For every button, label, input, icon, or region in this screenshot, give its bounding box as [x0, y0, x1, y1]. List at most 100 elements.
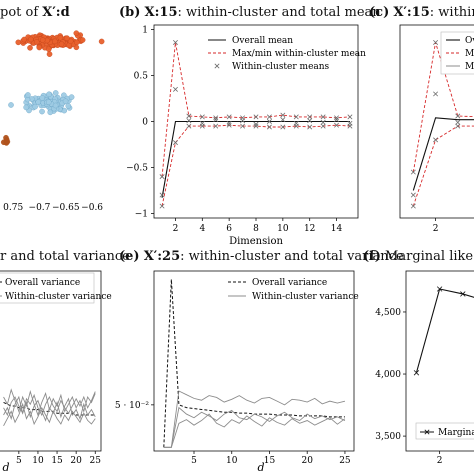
- scatter-point-orange: [73, 30, 80, 36]
- within-cluster-mean-marker: [226, 120, 232, 126]
- panel-b-x-tick-label: 4: [199, 224, 205, 234]
- within-cluster-mean-marker: [172, 39, 178, 45]
- legend-e-within-label: Within-cluster variance: [252, 292, 359, 302]
- overall-variance-line: [3, 401, 96, 416]
- within-cluster-variance-line: [163, 390, 346, 448]
- overall-mean-line: [161, 120, 350, 198]
- within-cluster-mean-marker-stroke-b: [280, 124, 286, 130]
- panel-c-chart: 2 Ove Max Mea: [399, 24, 474, 234]
- panel-e-x-tick-label: 20: [301, 456, 313, 466]
- within-cluster-mean-marker: [240, 118, 246, 124]
- panel-b-x-tick-label: 12: [304, 224, 315, 234]
- within-cluster-mean-marker-stroke-b: [240, 118, 246, 124]
- within-cluster-mean-marker: [199, 123, 205, 129]
- within-cluster-mean-marker-stroke-b: [307, 114, 313, 120]
- within-cluster-mean-marker-stroke-b: [266, 124, 272, 130]
- legend-within-cluster-marker-stroke-b: [214, 63, 220, 69]
- within-cluster-mean-marker: [199, 114, 205, 120]
- panel-d-x-tick-label: 5: [16, 456, 22, 466]
- panel-d-title: r and total variance: [0, 250, 130, 263]
- panel-d-chart: 5 10 15 20 25 Overall variance Within-cluster…: [0, 270, 112, 474]
- within-cluster-mean-marker-stroke-b: [410, 169, 416, 175]
- scatter-point-orange: [21, 36, 27, 43]
- panel-e-title-math: X′:25: [143, 249, 181, 264]
- within-cluster-mean-marker: [226, 122, 232, 128]
- panel-d-frame: [0, 270, 102, 452]
- within-cluster-mean-marker: [347, 123, 353, 129]
- within-cluster-mean-marker: [307, 124, 313, 130]
- within-cluster-mean-marker-stroke-b: [226, 120, 232, 126]
- within-cluster-mean-marker-stroke-b: [199, 123, 205, 129]
- within-cluster-mean-marker: [410, 203, 416, 209]
- within-cluster-mean-marker-stroke-b: [334, 115, 340, 121]
- panel-a-scatter: 0.75 −0.7 −0.65 −0.6: [0, 30, 105, 213]
- scatter-point-blue: [39, 108, 45, 115]
- within-cluster-mean-marker: [172, 86, 178, 92]
- within-cluster-mean-marker-stroke-b: [266, 114, 272, 120]
- scatter-point-orange: [64, 35, 70, 41]
- panel-d-x-tick-label: 10: [32, 456, 44, 466]
- panel-b-title: (b) X:15: within-cluster and total mean: [119, 6, 381, 19]
- scatter-point-blue: [65, 103, 72, 109]
- scatter-point-orange: [79, 37, 86, 43]
- panel-e-title-text: : within-cluster and total variance: [180, 249, 404, 264]
- panel-a-x-tick-label: −0.7: [29, 203, 51, 213]
- panel-b-x-tick-label: 6: [226, 224, 232, 234]
- within-cluster-mean-marker-stroke-b: [199, 114, 205, 120]
- scatter-point-blue: [47, 109, 54, 116]
- legend-f-marker-stroke-b: [424, 429, 430, 435]
- scatter-point-orange: [98, 38, 105, 45]
- legend-c-means-label: Mea: [465, 62, 474, 72]
- panel-b-x-tick-label: 2: [173, 224, 179, 234]
- within-cluster-mean-marker: [213, 117, 219, 123]
- panel-d-title-text: r and total variance: [0, 249, 130, 264]
- within-cluster-mean-marker-stroke-b: [307, 124, 313, 130]
- within-cluster-mean-marker-stroke-b: [226, 114, 232, 120]
- within-cluster-extreme-line: [412, 42, 474, 173]
- scatter-point-blue: [25, 92, 31, 98]
- scatter-point-blue: [52, 90, 59, 96]
- marginal-likelihood-line: [415, 288, 474, 373]
- within-cluster-mean-marker: [280, 124, 286, 130]
- within-cluster-mean-marker-stroke-b: [280, 112, 286, 118]
- within-cluster-mean-marker-stroke-b: [433, 91, 439, 97]
- legend-e-overall-label: Overall variance: [252, 278, 327, 288]
- panel-c-title: (c) X′:15: within-c: [369, 6, 474, 19]
- scatter-point-orange: [67, 38, 74, 45]
- within-cluster-mean-marker: [159, 203, 165, 209]
- panel-d-x-tick-label: 20: [70, 456, 82, 466]
- within-cluster-mean-marker: [455, 123, 461, 129]
- within-cluster-mean-marker: [320, 119, 326, 125]
- within-cluster-mean-marker-stroke-b: [455, 123, 461, 129]
- panel-b-x-tick-label: 14: [331, 224, 343, 234]
- within-cluster-variance-line: [3, 395, 96, 422]
- within-cluster-mean-marker: [410, 169, 416, 175]
- within-cluster-mean-marker: [159, 174, 165, 180]
- legend-within-cluster-label: Within-cluster means: [232, 62, 330, 72]
- within-cluster-mean-marker: [266, 114, 272, 120]
- panel-c-frame: [399, 24, 474, 219]
- overall-variance-line: [163, 279, 345, 448]
- panel-f-title-text: Marginal like: [385, 249, 474, 264]
- within-cluster-mean-marker-stroke-b: [455, 113, 461, 119]
- within-cluster-mean-marker-stroke-b: [293, 114, 299, 120]
- within-cluster-mean-marker: [307, 114, 313, 120]
- scatter-point-orange: [33, 39, 40, 45]
- legend-overall-mean-label: Overall mean: [232, 36, 293, 46]
- panel-f-y-tick-label: 4,000: [375, 370, 401, 380]
- within-cluster-mean-marker-stroke-b: [186, 113, 192, 119]
- within-cluster-mean-marker-stroke-b: [433, 39, 439, 45]
- within-cluster-mean-marker: [293, 114, 299, 120]
- scatter-point-orange: [58, 41, 65, 47]
- panel-e-x-tick-label: 10: [226, 456, 238, 466]
- panel-d-xlabel: d: [2, 461, 9, 474]
- legend-d-within-label: Within-cluster variance: [5, 292, 112, 302]
- marginal-likelihood-marker-stroke-b: [460, 291, 466, 297]
- marginal-likelihood-marker: [436, 286, 443, 292]
- panel-e-x-tick-label: 25: [339, 456, 351, 466]
- scatter-point-orange: [74, 39, 80, 46]
- within-cluster-mean-marker-stroke-b: [253, 114, 259, 120]
- scatter-point-orange: [27, 44, 33, 51]
- scatter-point-blue: [68, 94, 75, 100]
